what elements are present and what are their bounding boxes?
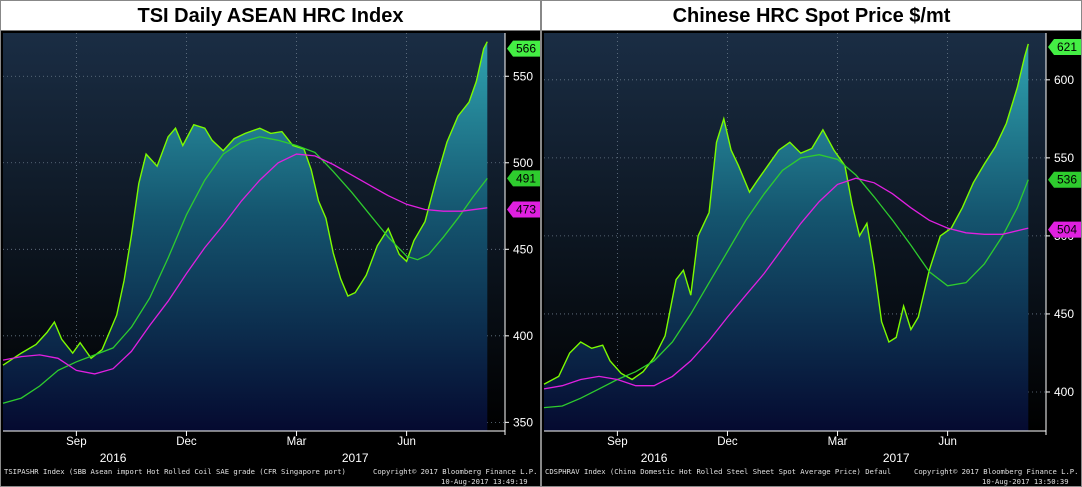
last-value-label: 504 bbox=[1048, 221, 1081, 238]
last-value-text: 536 bbox=[1057, 173, 1077, 187]
last-value-badge bbox=[507, 170, 540, 187]
x-tick-label: Mar bbox=[287, 436, 307, 448]
y-tick-label: 400 bbox=[1054, 385, 1074, 399]
y-tick-label: 350 bbox=[513, 415, 533, 429]
x-tick-label: Jun bbox=[938, 436, 957, 448]
last-value-badge bbox=[507, 40, 540, 57]
y-tick-label: 450 bbox=[513, 242, 533, 256]
last-value-label: 473 bbox=[507, 201, 540, 218]
y-tick-label: 550 bbox=[1054, 151, 1074, 165]
last-value-label: 491 bbox=[507, 170, 540, 187]
last-value-label: 566 bbox=[507, 40, 540, 57]
year-label: 2016 bbox=[641, 451, 668, 465]
x-tick-label: Jun bbox=[397, 436, 416, 448]
chart-panel-asean: TSI Daily ASEAN HRC Index 350 400 450 500 55… bbox=[0, 0, 541, 487]
chart-panel-china: Chinese HRC Spot Price $/mt 400450500550… bbox=[541, 0, 1082, 487]
last-value-text: 504 bbox=[1057, 223, 1077, 237]
x-tick-label: Dec bbox=[717, 436, 738, 448]
series-line-2 bbox=[543, 177, 1029, 390]
last-value-label: 536 bbox=[1048, 171, 1081, 188]
last-value-label: 621 bbox=[1048, 39, 1081, 56]
x-tick-label: Mar bbox=[828, 436, 848, 448]
series-line-0 bbox=[543, 43, 1029, 385]
footer-copyright: Copyright© 2017 Bloomberg Finance L.P. bbox=[914, 467, 1079, 476]
year-label: 2017 bbox=[342, 451, 369, 465]
price-area bbox=[3, 41, 488, 431]
y-tick-label: 600 bbox=[1054, 73, 1074, 87]
chart-title: Chinese HRC Spot Price $/mt bbox=[542, 1, 1081, 31]
footer-source: TSIPASHR Index (SBB Asean import Hot Rol… bbox=[4, 467, 346, 476]
x-tick-label: Sep bbox=[66, 436, 86, 448]
series-line-1 bbox=[2, 136, 488, 404]
x-tick-label: Sep bbox=[607, 436, 627, 448]
footer-timestamp: 10-Aug-2017 13:50:39 bbox=[982, 477, 1069, 486]
last-value-text: 566 bbox=[516, 42, 536, 56]
footer-copyright: Copyright© 2017 Bloomberg Finance L.P. bbox=[373, 467, 538, 476]
y-tick-label: 550 bbox=[513, 69, 533, 83]
chart-asean-hrc: 350 400 450 500 550 566 491 473 Sep Dec Mar Jun 2016… bbox=[2, 33, 540, 465]
year-label: 2016 bbox=[100, 451, 127, 465]
x-tick-label: Dec bbox=[176, 436, 197, 448]
y-tick-label: 450 bbox=[1054, 307, 1074, 321]
footer-timestamp: 10-Aug-2017 13:49:19 bbox=[441, 477, 528, 486]
price-area bbox=[544, 43, 1029, 432]
footer-source: CDSPHRAV Index (China Domestic Hot Rolle… bbox=[545, 467, 892, 476]
last-value-badge bbox=[507, 201, 540, 218]
year-label: 2017 bbox=[883, 451, 910, 465]
series-line-2 bbox=[2, 153, 488, 375]
last-value-text: 473 bbox=[516, 203, 536, 217]
y-tick-label: 500 bbox=[513, 156, 533, 170]
last-value-badge bbox=[1048, 171, 1081, 188]
last-value-badge bbox=[1048, 221, 1081, 238]
last-value-badge bbox=[1048, 39, 1081, 56]
chart-china-hrc: 400450500550600621536504SepDecMarJun2016… bbox=[543, 33, 1081, 465]
chart-title: TSI Daily ASEAN HRC Index bbox=[1, 1, 540, 31]
series-line-1 bbox=[543, 154, 1029, 409]
last-value-text: 621 bbox=[1057, 40, 1077, 54]
y-tick-label: 400 bbox=[513, 329, 533, 343]
last-value-text: 491 bbox=[516, 171, 536, 185]
